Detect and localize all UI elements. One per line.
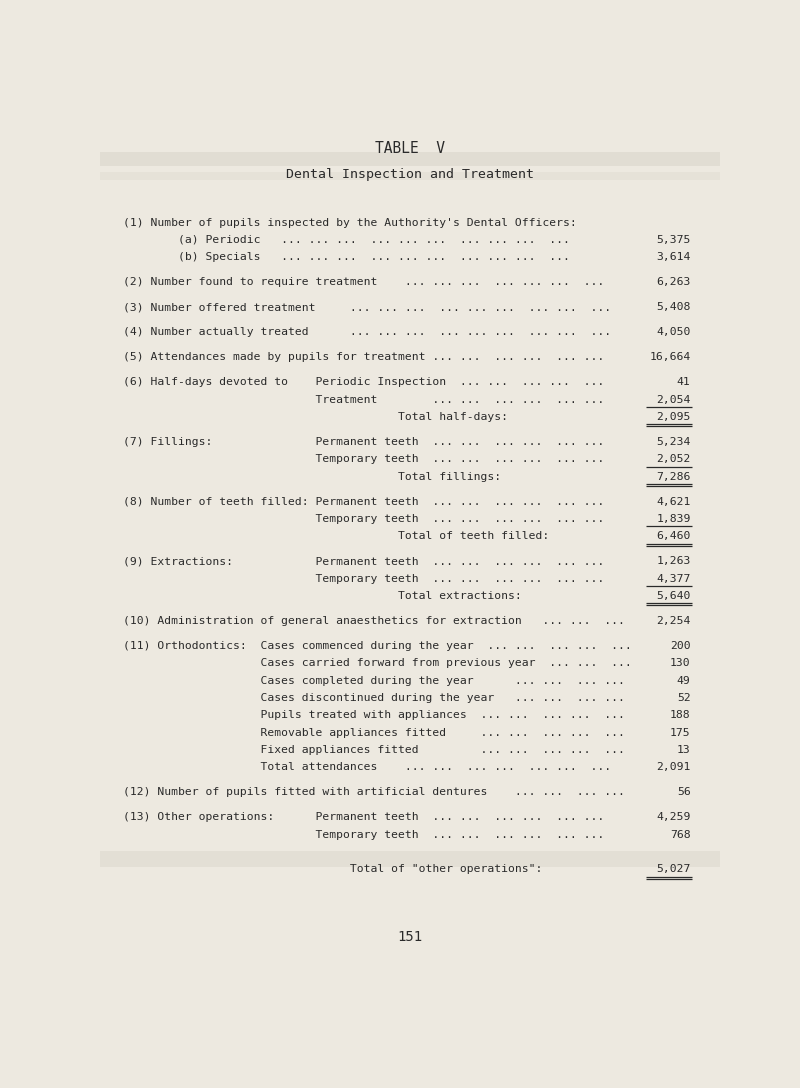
Text: Cases discontinued during the year   ... ...  ... ...: Cases discontinued during the year ... .…	[123, 693, 625, 703]
Text: (3) Number offered treatment     ... ... ...  ... ... ...  ... ...  ...: (3) Number offered treatment ... ... ...…	[123, 302, 611, 312]
Text: 2,054: 2,054	[656, 395, 690, 405]
Text: 188: 188	[670, 710, 690, 720]
Text: 56: 56	[677, 788, 690, 798]
Text: 2,052: 2,052	[656, 455, 690, 465]
Text: 5,234: 5,234	[656, 437, 690, 447]
Text: 130: 130	[670, 658, 690, 668]
Text: 6,263: 6,263	[656, 277, 690, 287]
Text: 1,839: 1,839	[656, 514, 690, 524]
Text: 4,050: 4,050	[656, 327, 690, 337]
Text: (b) Specials   ... ... ...  ... ... ...  ... ... ...  ...: (b) Specials ... ... ... ... ... ... ...…	[123, 252, 570, 262]
Text: 4,377: 4,377	[656, 573, 690, 583]
Text: (9) Extractions:            Permanent teeth  ... ...  ... ...  ... ...: (9) Extractions: Permanent teeth ... ...…	[123, 556, 605, 567]
Text: (13) Other operations:      Permanent teeth  ... ...  ... ...  ... ...: (13) Other operations: Permanent teeth .…	[123, 813, 605, 823]
Text: (8) Number of teeth filled: Permanent teeth  ... ...  ... ...  ... ...: (8) Number of teeth filled: Permanent te…	[123, 497, 605, 507]
Text: Total attendances    ... ...  ... ...  ... ...  ...: Total attendances ... ... ... ... ... ..…	[123, 763, 611, 772]
Text: 3,614: 3,614	[656, 252, 690, 262]
Text: (a) Periodic   ... ... ...  ... ... ...  ... ... ...  ...: (a) Periodic ... ... ... ... ... ... ...…	[123, 235, 570, 245]
Text: 41: 41	[677, 378, 690, 387]
Text: (1) Number of pupils inspected by the Authority's Dental Officers:: (1) Number of pupils inspected by the Au…	[123, 218, 577, 227]
Text: (11) Orthodontics:  Cases commenced during the year  ... ...  ... ...  ...: (11) Orthodontics: Cases commenced durin…	[123, 641, 632, 651]
Text: 175: 175	[670, 728, 690, 738]
Text: 5,408: 5,408	[656, 302, 690, 312]
Text: Temporary teeth  ... ...  ... ...  ... ...: Temporary teeth ... ... ... ... ... ...	[123, 573, 605, 583]
Text: Cases carried forward from previous year  ... ...  ...: Cases carried forward from previous year…	[123, 658, 632, 668]
Text: 6,460: 6,460	[656, 531, 690, 542]
Text: Total of teeth filled:: Total of teeth filled:	[123, 531, 550, 542]
Text: (7) Fillings:               Permanent teeth  ... ...  ... ...  ... ...: (7) Fillings: Permanent teeth ... ... ..…	[123, 437, 605, 447]
Text: 13: 13	[677, 745, 690, 755]
Text: (2) Number found to require treatment    ... ... ...  ... ... ...  ...: (2) Number found to require treatment ..…	[123, 277, 605, 287]
Text: 2,254: 2,254	[656, 616, 690, 626]
Text: Total of "other operations":: Total of "other operations":	[123, 864, 542, 875]
Text: (6) Half-days devoted to    Periodic Inspection  ... ...  ... ...  ...: (6) Half-days devoted to Periodic Inspec…	[123, 378, 605, 387]
Text: 16,664: 16,664	[650, 353, 690, 362]
Text: 7,286: 7,286	[656, 472, 690, 482]
Bar	[100, 851, 720, 867]
Text: (10) Administration of general anaesthetics for extraction   ... ...  ...: (10) Administration of general anaesthet…	[123, 616, 625, 626]
Text: 151: 151	[398, 929, 422, 943]
Text: Treatment        ... ...  ... ...  ... ...: Treatment ... ... ... ... ... ...	[123, 395, 605, 405]
Text: 2,091: 2,091	[656, 763, 690, 772]
Text: Dental Inspection and Treatment: Dental Inspection and Treatment	[286, 168, 534, 181]
Text: Cases completed during the year      ... ...  ... ...: Cases completed during the year ... ... …	[123, 676, 625, 685]
Text: Total half-days:: Total half-days:	[123, 412, 508, 422]
Text: (5) Attendances made by pupils for treatment ... ...  ... ...  ... ...: (5) Attendances made by pupils for treat…	[123, 353, 605, 362]
Text: Fixed appliances fitted         ... ...  ... ...  ...: Fixed appliances fitted ... ... ... ... …	[123, 745, 625, 755]
Text: 4,259: 4,259	[656, 813, 690, 823]
Text: (12) Number of pupils fitted with artificial dentures    ... ...  ... ...: (12) Number of pupils fitted with artifi…	[123, 788, 625, 798]
Text: 52: 52	[677, 693, 690, 703]
Text: 4,621: 4,621	[656, 497, 690, 507]
Text: 5,375: 5,375	[656, 235, 690, 245]
Text: Temporary teeth  ... ...  ... ...  ... ...: Temporary teeth ... ... ... ... ... ...	[123, 514, 605, 524]
Text: Total fillings:: Total fillings:	[123, 472, 502, 482]
Text: 5,640: 5,640	[656, 591, 690, 601]
Text: TABLE  V: TABLE V	[375, 140, 445, 156]
Text: (4) Number actually treated      ... ... ...  ... ... ...  ... ...  ...: (4) Number actually treated ... ... ... …	[123, 327, 611, 337]
Text: 2,095: 2,095	[656, 412, 690, 422]
Text: Removable appliances fitted     ... ...  ... ...  ...: Removable appliances fitted ... ... ... …	[123, 728, 625, 738]
Bar	[100, 152, 720, 166]
Text: Total extractions:: Total extractions:	[123, 591, 522, 601]
Text: 1,263: 1,263	[656, 556, 690, 567]
Text: 5,027: 5,027	[656, 864, 690, 875]
Text: 49: 49	[677, 676, 690, 685]
Text: Temporary teeth  ... ...  ... ...  ... ...: Temporary teeth ... ... ... ... ... ...	[123, 455, 605, 465]
Text: Pupils treated with appliances  ... ...  ... ...  ...: Pupils treated with appliances ... ... .…	[123, 710, 625, 720]
Bar	[100, 172, 720, 180]
Text: 768: 768	[670, 830, 690, 840]
Text: Temporary teeth  ... ...  ... ...  ... ...: Temporary teeth ... ... ... ... ... ...	[123, 830, 605, 840]
Text: 200: 200	[670, 641, 690, 651]
